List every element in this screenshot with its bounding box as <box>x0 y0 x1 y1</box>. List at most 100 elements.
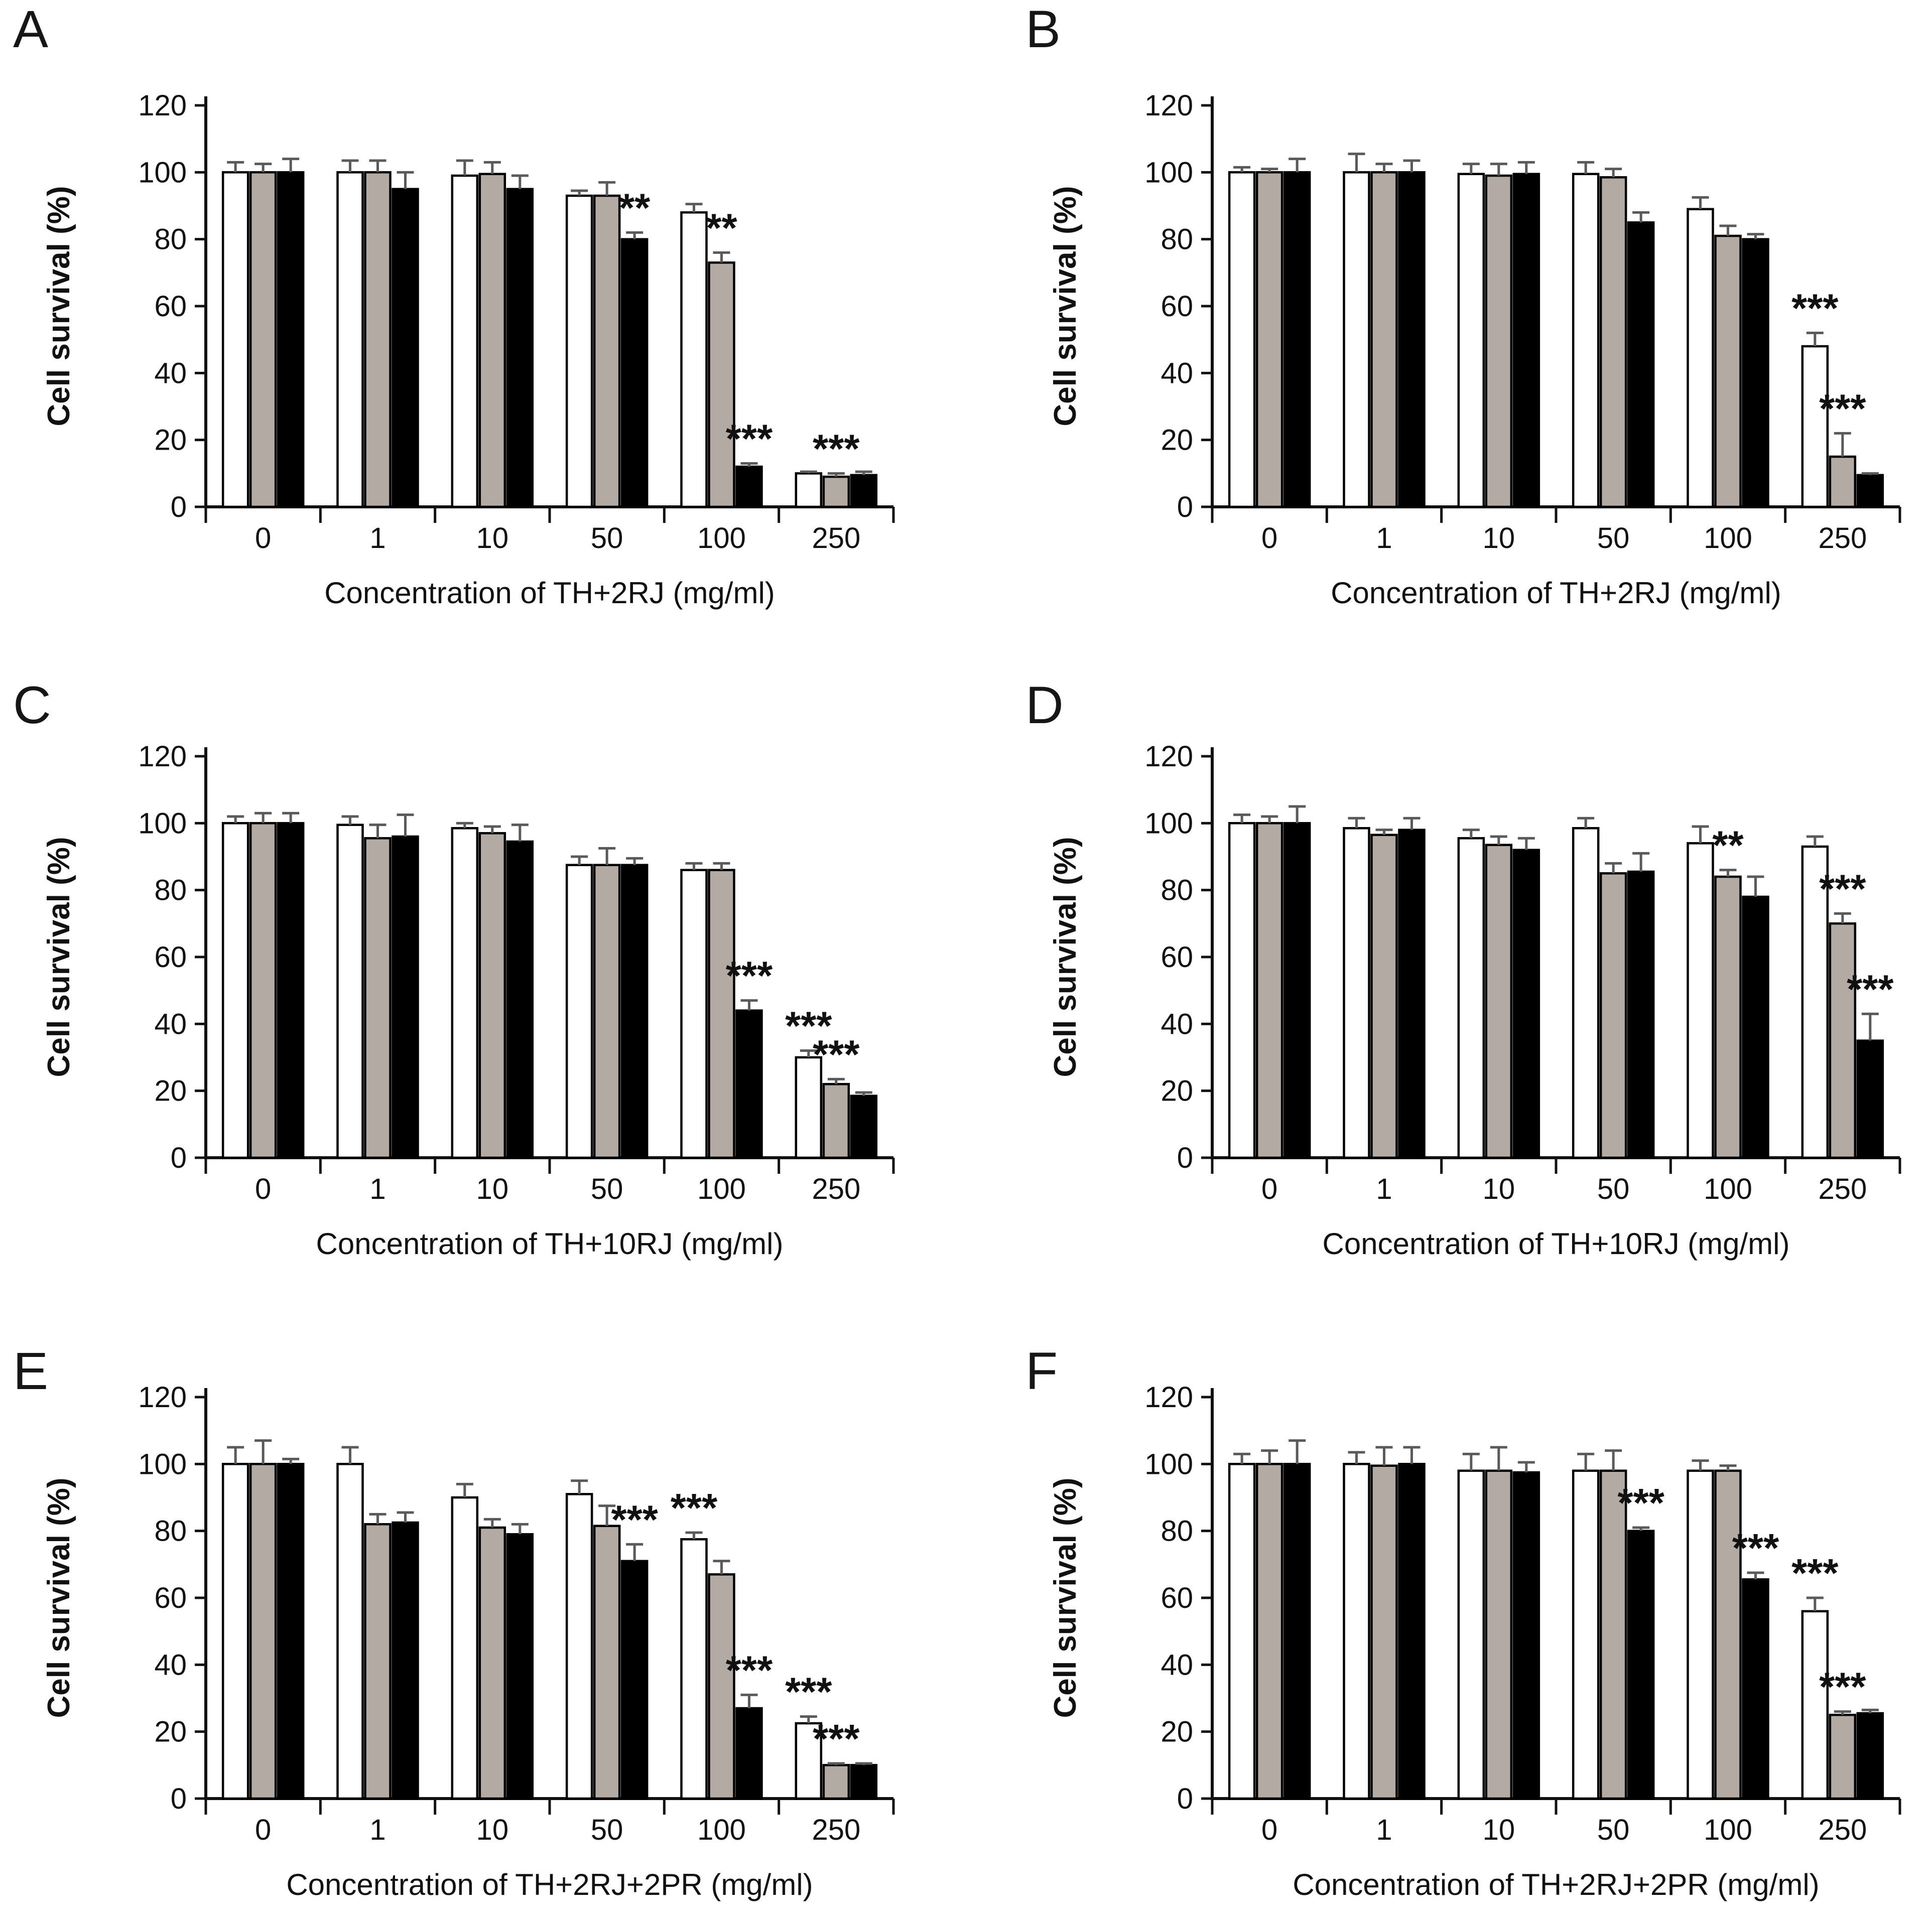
svg-text:Cell survival (%): Cell survival (%) <box>1048 186 1083 427</box>
svg-text:***: *** <box>1791 286 1839 330</box>
svg-text:Cell survival (%): Cell survival (%) <box>42 186 76 427</box>
panel-e: E 0 20 40 60 80 100 120 0 1 10 *** 50 *** *** 100 *** **… <box>0 1262 966 1901</box>
svg-text:100: 100 <box>1704 1173 1752 1205</box>
svg-text:80: 80 <box>1161 1515 1193 1548</box>
svg-text:100: 100 <box>138 156 187 189</box>
svg-text:250: 250 <box>1818 1173 1867 1205</box>
svg-text:0: 0 <box>255 1814 271 1846</box>
svg-text:0: 0 <box>1261 522 1277 555</box>
svg-text:60: 60 <box>154 941 187 974</box>
svg-text:**: ** <box>619 185 651 230</box>
svg-text:40: 40 <box>1161 1008 1193 1040</box>
svg-text:50: 50 <box>591 1173 623 1205</box>
svg-text:50: 50 <box>591 1814 623 1846</box>
svg-text:Concentration of TH+2RJ (mg/ml: Concentration of TH+2RJ (mg/ml) <box>324 576 775 610</box>
svg-text:***: *** <box>1617 1480 1664 1525</box>
svg-text:80: 80 <box>154 874 187 907</box>
svg-text:0: 0 <box>171 1142 187 1174</box>
svg-text:0: 0 <box>171 491 187 523</box>
svg-text:100: 100 <box>697 522 746 555</box>
svg-text:Cell survival (%): Cell survival (%) <box>1048 837 1083 1077</box>
svg-text:1: 1 <box>369 522 385 555</box>
svg-text:0: 0 <box>255 522 271 555</box>
svg-text:100: 100 <box>138 1448 187 1480</box>
svg-text:0: 0 <box>1261 1814 1277 1846</box>
svg-text:Cell survival (%): Cell survival (%) <box>42 1478 76 1718</box>
svg-text:100: 100 <box>697 1814 746 1846</box>
svg-text:50: 50 <box>1597 1814 1630 1846</box>
svg-text:Concentration of TH+10RJ (mg/m: Concentration of TH+10RJ (mg/ml) <box>1323 1227 1790 1261</box>
svg-text:50: 50 <box>1597 1173 1630 1205</box>
svg-text:10: 10 <box>476 1173 509 1205</box>
svg-text:120: 120 <box>138 740 187 773</box>
svg-text:1: 1 <box>1376 1173 1392 1205</box>
svg-text:100: 100 <box>697 1173 746 1205</box>
svg-text:20: 20 <box>154 1075 187 1108</box>
svg-text:10: 10 <box>476 522 509 555</box>
panel-letter-e: E <box>13 1342 49 1401</box>
svg-text:80: 80 <box>1161 874 1193 907</box>
svg-text:60: 60 <box>1161 941 1193 974</box>
panel-f: F 0 20 40 60 80 100 120 0 1 10 *** 50 *** 100 *** *** 25… <box>966 1262 1932 1901</box>
svg-text:20: 20 <box>154 1716 187 1748</box>
panel-letter-f: F <box>1025 1342 1058 1401</box>
svg-text:***: *** <box>1847 967 1894 1011</box>
svg-text:1: 1 <box>1376 1814 1392 1846</box>
panel-b: B 0 20 40 60 80 100 120 0 1 10 50 100 *** *** 250 Conce… <box>966 0 1932 631</box>
svg-text:***: *** <box>813 426 860 471</box>
svg-text:40: 40 <box>154 1649 187 1681</box>
chart-panel-f: 0 20 40 60 80 100 120 0 1 10 *** 50 *** 100 *** *** 250 C… <box>1048 1381 1901 1901</box>
svg-text:1: 1 <box>369 1814 385 1846</box>
svg-text:Concentration of TH+2RJ (mg/ml: Concentration of TH+2RJ (mg/ml) <box>1331 576 1781 610</box>
svg-text:40: 40 <box>154 1008 187 1040</box>
svg-text:100: 100 <box>1144 807 1193 840</box>
svg-text:***: *** <box>726 1648 773 1692</box>
panel-c: C 0 20 40 60 80 100 120 0 1 10 50 *** 100 *** *** 250 Co… <box>0 631 966 1262</box>
svg-text:40: 40 <box>154 357 187 389</box>
panel-letter-b: B <box>1025 0 1061 59</box>
svg-text:100: 100 <box>1144 156 1193 189</box>
svg-text:60: 60 <box>154 290 187 323</box>
chart-panel-b: 0 20 40 60 80 100 120 0 1 10 50 100 *** *** 250 Concent… <box>1048 89 1901 610</box>
panel-letter-d: D <box>1025 676 1064 735</box>
svg-text:40: 40 <box>1161 1649 1193 1681</box>
panel-d: D 0 20 40 60 80 100 120 0 1 10 50 ** 100 *** *** 250 Con… <box>966 631 1932 1262</box>
svg-text:***: *** <box>671 1485 718 1530</box>
svg-text:120: 120 <box>138 1381 187 1414</box>
svg-text:***: *** <box>726 416 773 461</box>
svg-text:80: 80 <box>154 223 187 256</box>
svg-text:Cell survival (%): Cell survival (%) <box>1048 1478 1083 1718</box>
svg-text:100: 100 <box>1704 1814 1752 1846</box>
svg-text:60: 60 <box>1161 1582 1193 1614</box>
svg-text:250: 250 <box>812 1814 860 1846</box>
svg-text:10: 10 <box>1483 1173 1515 1205</box>
svg-text:Concentration of TH+2RJ+2PR (m: Concentration of TH+2RJ+2PR (mg/ml) <box>1293 1868 1819 1901</box>
svg-text:***: *** <box>785 1004 832 1048</box>
svg-text:1: 1 <box>1376 522 1392 555</box>
svg-text:80: 80 <box>1161 223 1193 256</box>
svg-text:***: *** <box>813 1716 860 1761</box>
svg-text:250: 250 <box>812 522 860 555</box>
svg-text:20: 20 <box>1161 1716 1193 1748</box>
svg-text:0: 0 <box>1177 1783 1193 1815</box>
svg-text:0: 0 <box>1177 1142 1193 1174</box>
panel-a: A 0 20 40 60 80 100 120 0 1 10 ** 50 ** *** 100 *** 250 C… <box>0 0 966 631</box>
svg-text:40: 40 <box>1161 357 1193 389</box>
svg-text:60: 60 <box>1161 290 1193 323</box>
svg-text:***: *** <box>1819 1665 1866 1709</box>
svg-text:60: 60 <box>154 1582 187 1614</box>
svg-text:100: 100 <box>138 807 187 840</box>
svg-text:120: 120 <box>138 89 187 122</box>
svg-text:**: ** <box>706 205 737 250</box>
svg-text:250: 250 <box>1818 1814 1867 1846</box>
panel-letter-a: A <box>13 0 49 59</box>
panel-letter-c: C <box>13 676 51 735</box>
svg-text:120: 120 <box>1144 1381 1193 1414</box>
svg-text:20: 20 <box>1161 1075 1193 1108</box>
svg-text:100: 100 <box>1144 1448 1193 1480</box>
svg-text:20: 20 <box>154 424 187 457</box>
